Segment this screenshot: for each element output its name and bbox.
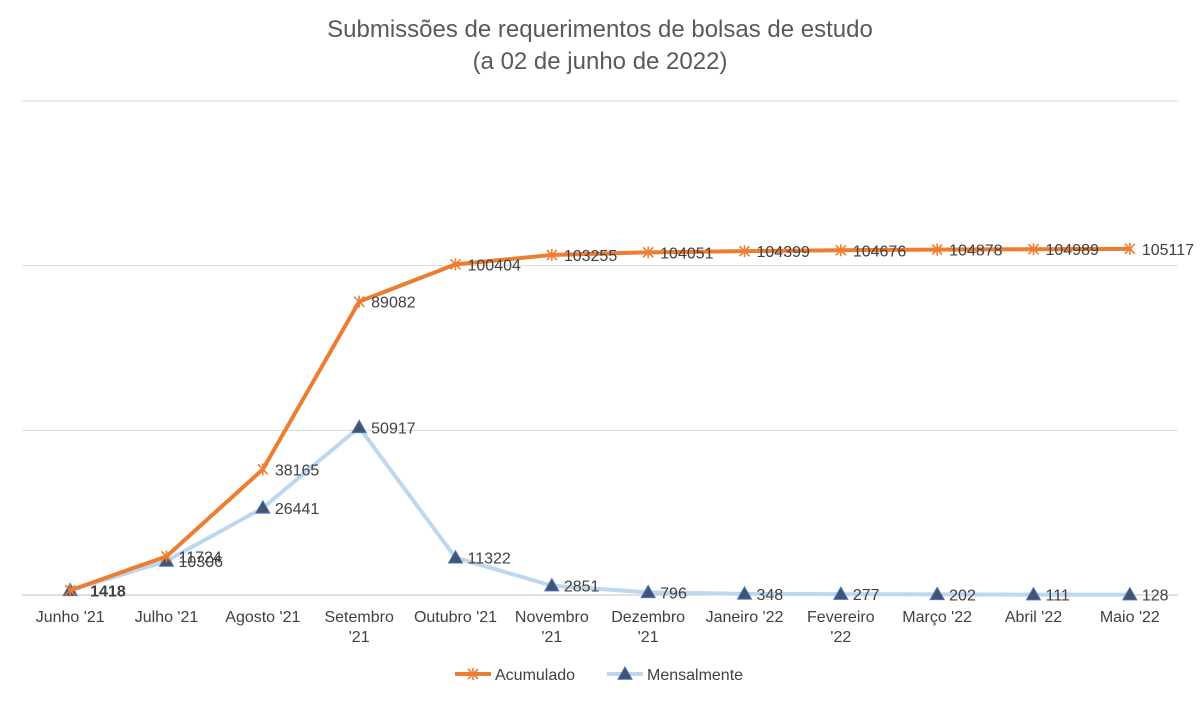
data-label: 1418	[90, 583, 126, 600]
data-label: 111	[1046, 588, 1070, 605]
series-line	[68, 425, 1132, 597]
x-tick-label: Novembro	[515, 609, 589, 626]
x-axis-labels: Junho '21 Julho '21 Agosto '21 Setembro '21 O…	[36, 609, 1160, 646]
series-acumulado	[64, 242, 1136, 597]
x-tick-label: '21	[541, 629, 562, 646]
data-label: 26441	[275, 501, 320, 518]
x-tick-label: '21	[349, 629, 370, 646]
data-label: 103255	[564, 248, 617, 265]
data-label: 277	[853, 587, 880, 604]
triangle-marker	[832, 586, 849, 600]
x-tick-label: '21	[638, 629, 659, 646]
triangle-marker	[543, 577, 560, 592]
triangle-marker	[1025, 586, 1042, 601]
data-label: 11322	[468, 551, 511, 568]
series-mensalmente	[62, 419, 1138, 601]
data-label: 89082	[371, 295, 416, 312]
triangle-marker	[351, 419, 368, 434]
chart-title: Submissões de requerimentos de bolsas de…	[0, 14, 1200, 78]
legend: Acumulado Mensalmente	[455, 665, 743, 684]
data-label: 1418	[90, 583, 126, 600]
x-tick-label: Junho '21	[36, 609, 105, 626]
data-label: 38165	[275, 462, 320, 479]
legend-item: Mensalmente	[607, 665, 743, 684]
x-tick-label: '22	[830, 629, 851, 646]
data-label: 104878	[949, 243, 1002, 260]
data-label: 2851	[564, 579, 600, 596]
x-tick-label: Agosto '21	[225, 609, 300, 626]
x-tick-label: Outubro '21	[414, 609, 497, 626]
data-label: 105117	[1142, 242, 1194, 259]
data-label: 100404	[468, 257, 521, 274]
data-label: 104399	[757, 244, 810, 261]
data-label: 348	[757, 587, 784, 604]
triangle-marker	[254, 499, 271, 514]
data-label: 104051	[660, 245, 713, 262]
triangle-marker	[929, 586, 946, 601]
series-line	[68, 246, 1132, 593]
data-label: 202	[949, 587, 976, 604]
data-label: 104989	[1046, 242, 1099, 259]
gridlines	[22, 100, 1178, 596]
triangle-marker	[617, 665, 633, 680]
data-label: 796	[660, 585, 687, 602]
data-labels: 1418 11724 38165 89082 100404 103255 104051 104…	[90, 242, 1194, 605]
legend-item: Acumulado	[455, 667, 575, 684]
x-tick-label: Maio '22	[1100, 609, 1160, 626]
x-tick-label: Janeiro '22	[706, 609, 784, 626]
x-tick-label: Julho '21	[135, 609, 199, 626]
chart-title-line-2: (a 02 de junho de 2022)	[472, 48, 728, 75]
triangle-marker	[736, 585, 753, 600]
x-tick-label: Fevereiro	[807, 609, 875, 626]
x-tick-label: Setembro	[324, 609, 393, 626]
data-label: 50917	[371, 420, 416, 437]
data-label: 10306	[179, 554, 224, 571]
triangle-marker	[447, 549, 464, 564]
legend-label: Acumulado	[495, 667, 575, 684]
triangle-marker	[1121, 586, 1138, 601]
x-tick-label: Março '22	[902, 609, 972, 626]
chart-title-line-1: Submissões de requerimentos de bolsas de…	[327, 16, 873, 43]
x-tick-label: Dezembro	[611, 609, 685, 626]
triangle-marker	[640, 584, 657, 599]
legend-label: Mensalmente	[647, 667, 743, 684]
data-label: 128	[1142, 588, 1169, 605]
data-label: 11724	[179, 549, 222, 566]
x-tick-label: Abril '22	[1005, 609, 1062, 626]
data-label: 104676	[853, 243, 906, 260]
